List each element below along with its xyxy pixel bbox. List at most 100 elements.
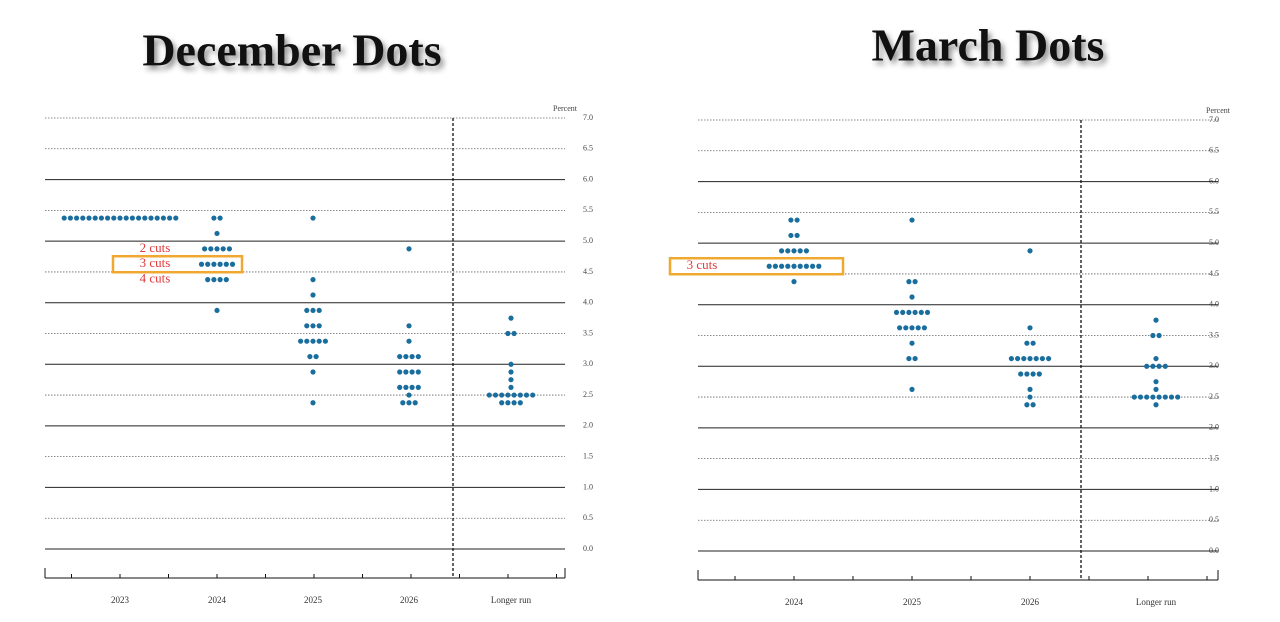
dot [92, 215, 98, 221]
y-tick-label: 4.5 [583, 267, 593, 276]
dot [508, 315, 514, 321]
dot [310, 277, 316, 283]
dot [1144, 394, 1150, 400]
y-tick-label: 1.5 [583, 451, 593, 460]
y-tick-label: 0.5 [583, 513, 593, 522]
dot [779, 248, 785, 254]
dot [310, 338, 316, 344]
x-tick-label: 2026 [1021, 597, 1040, 607]
dot [226, 246, 232, 252]
dot [1150, 363, 1156, 369]
dot [794, 232, 800, 239]
y-tick-label: 1.5 [1209, 453, 1219, 462]
dot [803, 263, 810, 269]
y-tick-label: 5.0 [1209, 238, 1219, 247]
dot [912, 279, 918, 285]
dot [310, 307, 316, 314]
dot [492, 392, 499, 398]
dot [1168, 394, 1175, 400]
dot [208, 246, 214, 252]
dot [1153, 402, 1159, 408]
dot [313, 353, 319, 360]
dot [217, 261, 223, 267]
dot [105, 215, 111, 221]
dot [893, 309, 900, 316]
dot [1027, 386, 1033, 392]
dot [918, 309, 924, 316]
dot [924, 309, 931, 316]
dot [766, 263, 772, 269]
dot [788, 217, 794, 223]
dot [900, 309, 906, 316]
dot [80, 215, 86, 221]
dot [214, 246, 220, 252]
dot [505, 400, 511, 406]
dot [400, 400, 406, 406]
dot [788, 232, 794, 239]
dot [912, 309, 918, 316]
dot [1030, 371, 1036, 377]
y-tick-label: 2.0 [583, 421, 593, 430]
dot [310, 323, 316, 329]
annotation: 3 cuts [140, 255, 171, 270]
dot [316, 338, 322, 344]
dot [304, 307, 310, 314]
dot [505, 392, 511, 398]
annotation: 4 cuts [140, 271, 171, 286]
dot [217, 215, 223, 221]
dot [909, 340, 915, 346]
dot [1153, 379, 1159, 385]
dot [508, 384, 514, 390]
y-axis-label: Percent [553, 104, 578, 113]
dot [794, 217, 800, 223]
dot [508, 361, 514, 367]
y-tick-label: 2.5 [583, 390, 593, 399]
dot [797, 248, 803, 254]
dot [508, 377, 514, 383]
y-tick-label: 0.0 [1209, 546, 1219, 555]
dot [307, 353, 313, 360]
dot [397, 384, 403, 390]
dot [117, 215, 123, 221]
chart-title: December Dots [142, 25, 441, 76]
dot [1150, 394, 1156, 400]
x-tick-label: 2023 [111, 595, 130, 605]
dot [211, 215, 217, 221]
dot [779, 263, 785, 269]
y-tick-label: 6.0 [1209, 176, 1219, 185]
dot [98, 215, 104, 221]
dot [511, 392, 517, 398]
dot [909, 325, 915, 331]
dot [1027, 248, 1033, 254]
dot [148, 215, 154, 221]
dot [1175, 394, 1181, 400]
y-tick-label: 7.0 [583, 113, 593, 122]
dot [198, 261, 205, 267]
dot [903, 325, 909, 331]
y-axis-label: Percent [1206, 106, 1231, 115]
dot [406, 400, 412, 406]
dot [1137, 394, 1144, 400]
dot [316, 307, 322, 314]
dot [486, 392, 492, 398]
highlight-box [111, 254, 244, 274]
dot [1144, 363, 1150, 369]
y-tick-label: 1.0 [1209, 484, 1219, 493]
x-tick-label: Longer run [1136, 597, 1177, 607]
y-tick-label: 4.0 [583, 298, 593, 307]
dot [304, 338, 310, 344]
dot [406, 392, 412, 398]
highlight-box [668, 256, 845, 276]
dot [517, 400, 523, 406]
dot [909, 294, 915, 300]
y-tick-label: 6.5 [583, 144, 593, 153]
dot [142, 215, 148, 221]
dot [298, 338, 304, 344]
y-tick-label: 5.0 [583, 236, 593, 245]
dot [1024, 371, 1030, 377]
dot [409, 369, 415, 375]
dot [1162, 363, 1168, 369]
dot [1008, 355, 1015, 362]
dot [310, 369, 316, 375]
